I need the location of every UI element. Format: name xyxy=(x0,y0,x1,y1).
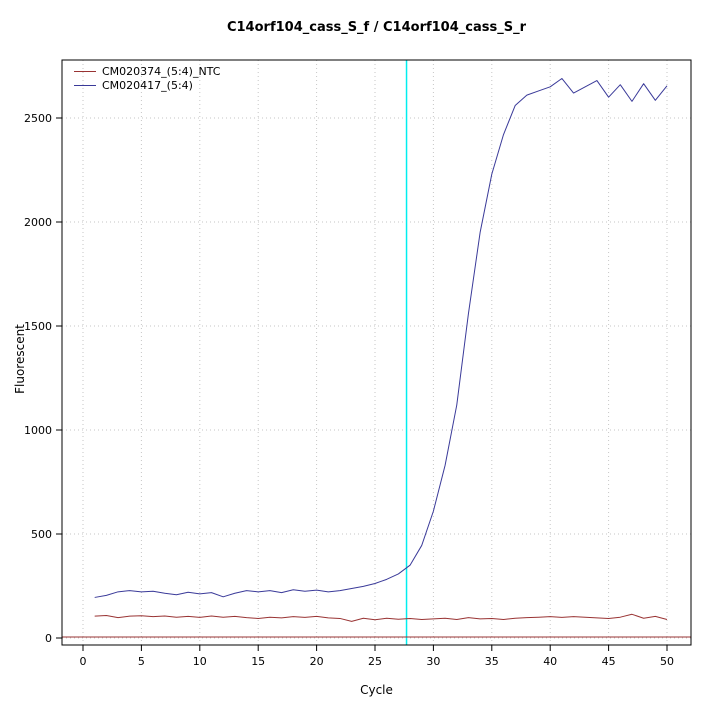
y-tick-label: 1500 xyxy=(24,320,52,333)
x-tick-label: 10 xyxy=(193,655,207,668)
legend-item-ntc: CM020374_(5:4)_NTC xyxy=(74,64,220,78)
chart-title: C14orf104_cass_S_f / C14orf104_cass_S_r xyxy=(226,20,527,35)
x-tick-label: 50 xyxy=(660,655,674,668)
x-tick-label: 40 xyxy=(543,655,557,668)
x-tick-label: 20 xyxy=(310,655,324,668)
x-tick-label: 30 xyxy=(426,655,440,668)
y-tick-label: 500 xyxy=(31,528,52,541)
x-tick-label: 15 xyxy=(251,655,265,668)
x-tick-label: 35 xyxy=(485,655,499,668)
legend: CM020374_(5:4)_NTC CM020417_(5:4) xyxy=(74,64,220,92)
y-tick-label: 0 xyxy=(45,632,52,645)
legend-item-sample: CM020417_(5:4) xyxy=(74,78,220,92)
legend-label-ntc: CM020374_(5:4)_NTC xyxy=(102,64,221,78)
plot-frame xyxy=(61,59,692,646)
x-tick-label: 45 xyxy=(602,655,616,668)
x-tick-label: 5 xyxy=(138,655,145,668)
series-line-0 xyxy=(94,613,668,622)
legend-line-sample-icon xyxy=(74,84,96,86)
legend-label-sample: CM020417_(5:4) xyxy=(102,78,193,92)
y-tick-label: 1000 xyxy=(24,424,52,437)
y-tick-label: 2000 xyxy=(24,216,52,229)
series-line-1 xyxy=(94,77,668,598)
legend-line-ntc-icon xyxy=(74,70,96,72)
x-tick-label: 25 xyxy=(368,655,382,668)
x-tick-label: 0 xyxy=(80,655,87,668)
x-axis-label: Cycle xyxy=(360,683,393,697)
y-tick-label: 2500 xyxy=(24,112,52,125)
